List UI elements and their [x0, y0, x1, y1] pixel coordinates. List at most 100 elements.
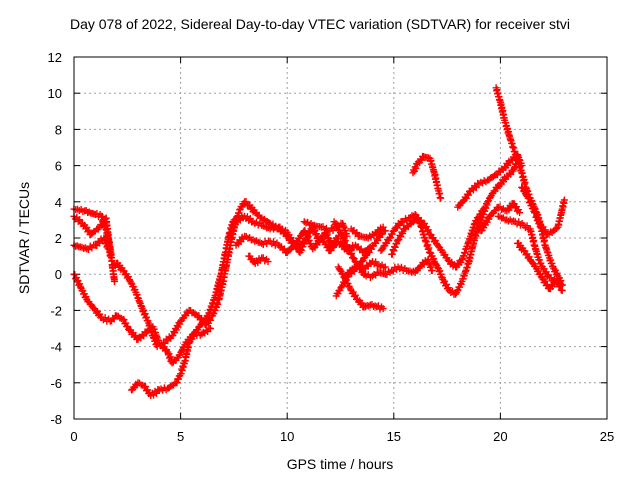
data-point: [319, 223, 327, 231]
data-point: [76, 283, 84, 291]
data-point: [553, 225, 561, 233]
data-point: [533, 212, 541, 220]
y-tick-label: 4: [55, 195, 62, 210]
data-point: [127, 279, 135, 287]
data-point: [486, 193, 494, 201]
data-point: [412, 164, 420, 172]
data-point: [537, 259, 545, 267]
data-point: [206, 325, 214, 332]
data-point: [173, 378, 181, 386]
x-tick-label: 5: [177, 429, 184, 444]
data-point: [358, 299, 366, 307]
data-point: [132, 331, 140, 339]
x-axis-label: GPS time / hours: [286, 456, 394, 472]
y-tick-label: 12: [48, 50, 62, 65]
y-tick-label: 6: [55, 159, 62, 174]
y-tick-label: 2: [55, 231, 62, 246]
data-point: [374, 302, 382, 310]
data-point: [140, 306, 148, 314]
data-point: [558, 281, 566, 289]
data-point: [380, 264, 388, 272]
data-point: [85, 226, 93, 234]
data-point: [351, 291, 359, 299]
data-point: [534, 215, 542, 223]
data-point: [226, 232, 234, 240]
data-point: [304, 233, 312, 241]
data-point: [424, 226, 432, 234]
data-point: [393, 237, 401, 245]
data-point: [140, 332, 148, 340]
data-point: [560, 196, 568, 204]
data-layer: [70, 84, 568, 399]
chart-title: Day 078 of 2022, Sidereal Day-to-day VTE…: [69, 16, 571, 32]
data-point: [396, 221, 404, 229]
data-point: [547, 228, 555, 236]
data-point: [178, 347, 186, 355]
data-point: [388, 250, 396, 258]
data-point: [528, 201, 536, 209]
data-point: [399, 230, 407, 238]
data-point: [264, 258, 272, 266]
data-point: [76, 280, 84, 288]
data-point: [93, 209, 101, 217]
y-tick-label: -8: [50, 412, 62, 427]
data-point: [453, 287, 461, 295]
data-point: [525, 194, 533, 202]
data-point: [281, 228, 289, 236]
data-point: [259, 254, 267, 262]
data-point: [340, 233, 348, 241]
data-point: [381, 263, 389, 271]
data-point: [348, 250, 356, 258]
y-tick-label: 8: [55, 122, 62, 137]
data-point: [417, 222, 425, 230]
y-tick-label: 10: [48, 86, 62, 101]
data-point: [341, 237, 349, 245]
data-point: [343, 232, 351, 240]
data-point: [142, 313, 150, 321]
data-point: [73, 242, 81, 250]
data-point: [379, 305, 387, 313]
data-point: [400, 218, 408, 226]
data-point: [372, 258, 380, 266]
data-point: [464, 191, 472, 199]
data-point: [206, 316, 214, 324]
data-point: [375, 268, 383, 276]
data-point: [535, 219, 543, 227]
data-point: [106, 252, 114, 260]
y-tick-label: -4: [50, 340, 62, 355]
data-point: [85, 208, 93, 216]
data-point: [381, 227, 389, 235]
y-tick-label: -6: [50, 376, 62, 391]
data-point: [141, 310, 149, 318]
data-point: [353, 229, 361, 237]
plot-frame: [73, 56, 608, 420]
data-point: [526, 198, 534, 206]
data-point: [349, 254, 357, 262]
data-point: [420, 153, 428, 161]
axis-ticks: 0 5 10 15 20 25 -8 -6 -4 -2 0 2 4 6 8 10 12: [48, 50, 615, 444]
data-point: [390, 247, 398, 255]
data-point: [411, 210, 419, 218]
data-point: [437, 194, 445, 202]
data-point: [523, 222, 531, 230]
data-point: [270, 238, 278, 246]
data-point: [516, 209, 524, 217]
data-point: [301, 227, 309, 235]
data-point: [535, 256, 543, 264]
data-point: [280, 245, 288, 253]
data-point: [444, 256, 452, 264]
data-point: [104, 245, 112, 253]
data-point: [84, 246, 92, 254]
data-point: [418, 156, 426, 164]
data-point: [101, 314, 109, 322]
data-point: [379, 223, 387, 231]
data-point: [153, 343, 161, 351]
data-point: [111, 277, 119, 285]
data-point: [541, 226, 549, 234]
data-point: [336, 266, 344, 274]
data-point: [428, 267, 436, 275]
x-tick-label: 15: [387, 429, 401, 444]
data-point: [452, 290, 460, 298]
data-point: [518, 183, 526, 191]
